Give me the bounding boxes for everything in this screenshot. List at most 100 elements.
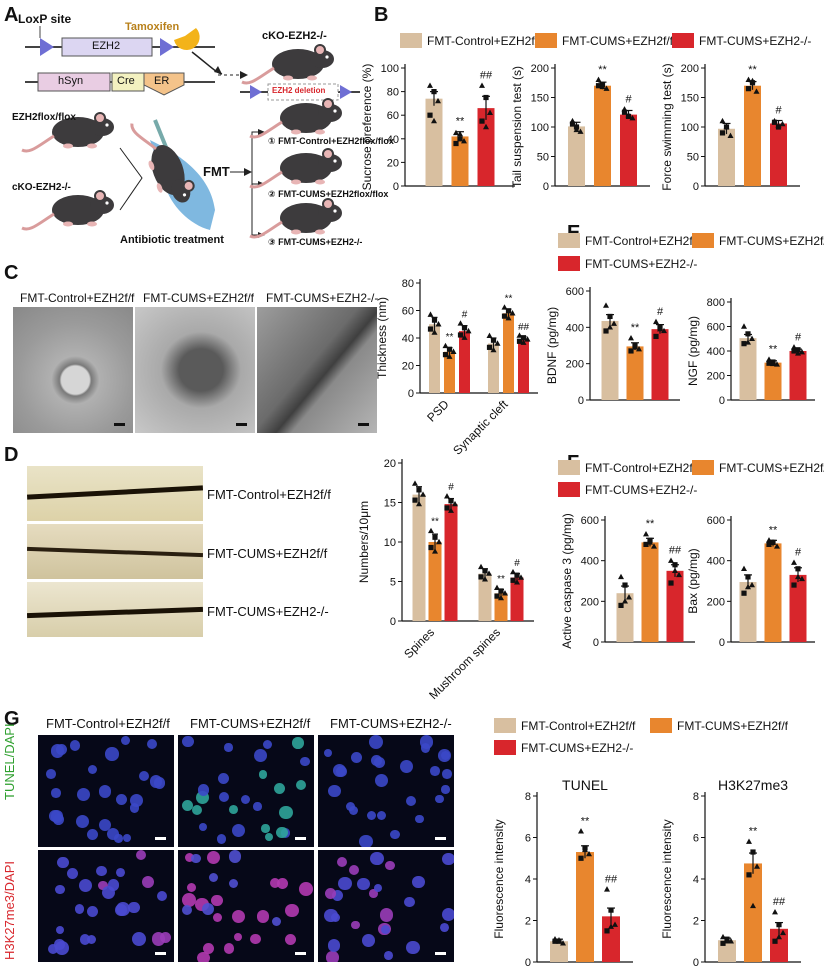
legend-swatch <box>672 33 694 48</box>
d-label-ctrl: FMT-Control+EZH2f/f <box>207 487 331 502</box>
scale-bar <box>435 952 446 955</box>
fmt-label: FMT <box>203 164 230 179</box>
y-tick-label: 100 <box>531 122 549 134</box>
significance-label: # <box>625 93 632 105</box>
data-point <box>450 348 457 354</box>
data-point <box>498 594 504 601</box>
g-col-cums: FMT-CUMS+EZH2f/f <box>190 716 311 731</box>
y-tick-label: 0 <box>525 957 531 969</box>
y-tick-label: 0 <box>578 395 584 407</box>
data-point <box>799 349 805 355</box>
legend-swatch <box>692 460 714 475</box>
y-tick-label: 600 <box>581 515 599 527</box>
legend-g-ctrl: FMT-Control+EZH2f/f <box>494 718 635 733</box>
data-point <box>604 928 610 934</box>
data-point <box>750 902 756 909</box>
data-point <box>501 313 508 319</box>
x-category-label: Synaptic cleft <box>450 397 511 458</box>
y-tick-label: 50 <box>537 152 549 164</box>
y-tick-label: 0 <box>693 181 699 193</box>
data-point <box>578 855 584 861</box>
data-point <box>483 94 489 101</box>
significance-label: ** <box>431 516 439 527</box>
panel-a-diagram <box>20 26 360 239</box>
data-point <box>461 334 468 340</box>
legend-swatch <box>494 740 516 755</box>
antibiotic-label: Antibiotic treatment <box>120 234 224 246</box>
hsyn-label: hSyn <box>58 75 84 87</box>
bar-ctrl <box>568 126 585 186</box>
data-point <box>672 562 678 568</box>
y-axis-label: Sucrose preference (%) <box>360 64 374 191</box>
bar-cums <box>428 542 442 621</box>
legend-swatch <box>400 33 422 48</box>
legend-swatch <box>558 233 580 248</box>
bar-cums <box>641 542 659 642</box>
scale-bar <box>295 952 306 955</box>
y-tick-label: 200 <box>681 63 699 75</box>
data-point <box>420 491 426 497</box>
data-point <box>643 531 649 537</box>
data-point <box>749 335 755 341</box>
panel-letter-d: D <box>4 444 19 466</box>
data-point <box>427 326 434 332</box>
y-tick-label: 0 <box>593 637 599 649</box>
data-point <box>741 590 747 596</box>
data-point <box>766 360 772 366</box>
significance-label: ** <box>581 815 590 827</box>
y-tick-label: 0 <box>393 181 399 193</box>
legend-e-ko: FMT-CUMS+EZH2-/- <box>558 256 697 271</box>
legend-b-ctrl: FMT-Control+EZH2f/f <box>400 33 541 48</box>
bar-ko <box>770 928 788 962</box>
data-point <box>595 76 602 82</box>
scale-bar <box>114 423 125 426</box>
data-point <box>436 538 442 545</box>
significance-label: # <box>514 558 520 569</box>
data-point <box>753 88 760 94</box>
y-tick-label: 60 <box>387 110 399 122</box>
data-point <box>486 344 493 350</box>
data-point <box>741 323 747 329</box>
y-tick-label: 600 <box>707 322 725 334</box>
y-axis-label: Tail suspension test (s) <box>510 66 524 188</box>
bar-ko <box>651 329 669 400</box>
y-axis-label: Fluorescence intensity <box>660 819 674 938</box>
g-col-ko: FMT-CUMS+EZH2-/- <box>330 716 452 731</box>
data-point <box>626 594 632 600</box>
data-point <box>719 117 726 124</box>
data-point <box>453 140 459 147</box>
data-point <box>448 507 454 513</box>
data-point <box>750 849 756 855</box>
data-point <box>486 332 493 338</box>
y-tick-label: 6 <box>525 833 531 845</box>
legend-e-ctrl: FMT-Control+EZH2f/f <box>558 233 699 248</box>
bar-ko <box>518 339 529 393</box>
data-point <box>612 921 618 927</box>
data-point <box>569 121 576 127</box>
legend-e-cums: FMT-CUMS+EZH2f/f <box>692 233 824 248</box>
d-label-cums: FMT-CUMS+EZH2f/f <box>207 546 328 561</box>
y-tick-label: 0 <box>719 395 725 407</box>
bar-cums <box>451 136 469 186</box>
y-tick-label: 6 <box>693 833 699 845</box>
y-tick-label: 8 <box>693 791 699 803</box>
y-axis-label: NGF (pg/mg) <box>686 316 700 386</box>
data-point <box>629 114 636 121</box>
data-point <box>556 937 562 943</box>
data-point <box>745 339 751 345</box>
y-axis-label: Force swimming test (s) <box>660 63 674 190</box>
data-point <box>754 863 760 869</box>
data-point <box>745 583 751 590</box>
significance-label: ** <box>646 518 655 530</box>
y-axis-label: Thickness (nm) <box>375 297 389 379</box>
data-point <box>595 83 602 89</box>
data-point <box>653 318 659 325</box>
data-point <box>510 577 516 583</box>
bar-ko <box>770 123 787 186</box>
h3k-image-cums <box>178 850 314 962</box>
group1-label: ① FMT-Control+EZH2flox/flox <box>268 136 394 146</box>
data-point <box>461 325 468 331</box>
data-point <box>577 128 584 134</box>
data-point <box>628 335 634 341</box>
em-image-cums <box>135 307 255 433</box>
